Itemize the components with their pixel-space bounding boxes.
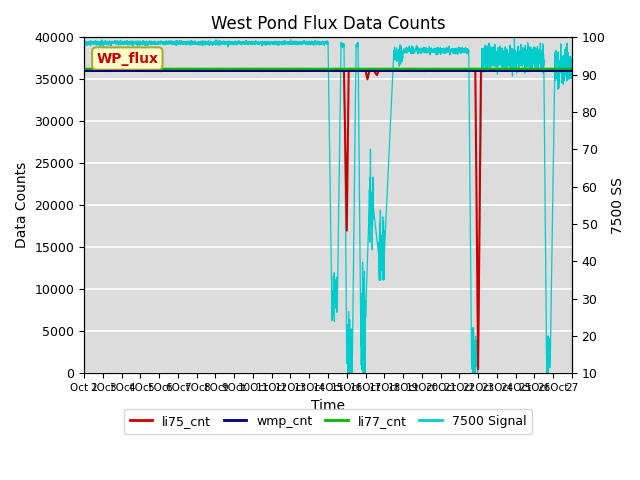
Title: West Pond Flux Data Counts: West Pond Flux Data Counts: [211, 15, 445, 33]
Legend: li75_cnt, wmp_cnt, li77_cnt, 7500 Signal: li75_cnt, wmp_cnt, li77_cnt, 7500 Signal: [124, 409, 532, 434]
X-axis label: Time: Time: [311, 398, 345, 413]
Y-axis label: 7500 SS: 7500 SS: [611, 177, 625, 234]
Y-axis label: Data Counts: Data Counts: [15, 162, 29, 249]
Text: WP_flux: WP_flux: [97, 51, 158, 66]
